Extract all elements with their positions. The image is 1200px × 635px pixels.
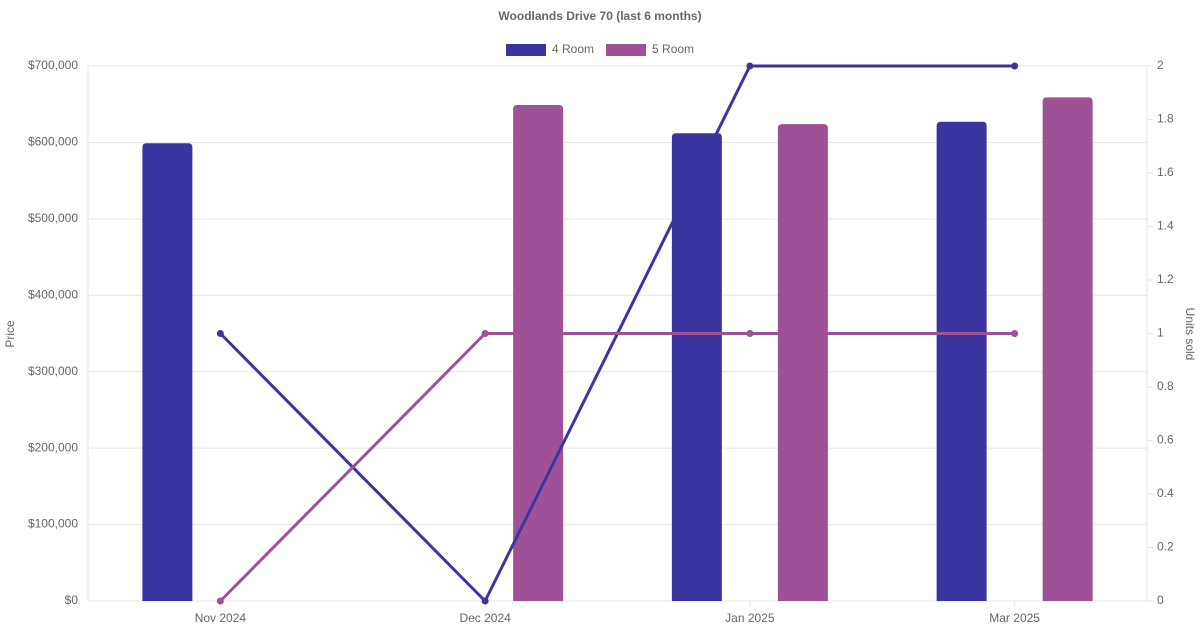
y2-tick-label: 1.4 — [1157, 219, 1174, 233]
units-point — [481, 597, 489, 605]
y2-tick-label: 1.6 — [1157, 165, 1174, 179]
legend-swatch — [506, 44, 546, 56]
x-tick-label: Mar 2025 — [989, 611, 1040, 625]
y2-tick-label: 1 — [1157, 326, 1164, 340]
y-axis-title: Price — [3, 320, 17, 348]
y-tick-label: $700,000 — [28, 58, 78, 72]
chart-title: Woodlands Drive 70 (last 6 months) — [498, 9, 701, 23]
y2-tick-label: 2 — [1157, 58, 1164, 72]
units-point — [216, 597, 224, 605]
y2-tick-label: 0.2 — [1157, 540, 1174, 554]
x-tick-label: Dec 2024 — [459, 611, 511, 625]
x-tick-label: Nov 2024 — [195, 611, 247, 625]
bar — [777, 124, 828, 601]
units-point — [481, 330, 489, 337]
y2-tick-label: 1.8 — [1157, 112, 1174, 126]
y-tick-label: $400,000 — [28, 287, 78, 301]
y-tick-label: $100,000 — [28, 517, 78, 531]
bar — [1042, 97, 1093, 601]
y-tick-label: $0 — [65, 593, 79, 607]
y2-tick-label: 1.2 — [1157, 272, 1174, 286]
bar — [142, 143, 193, 601]
legend-label: 5 Room — [652, 42, 694, 56]
y2-tick-label: 0 — [1157, 593, 1164, 607]
y2-axis-title: Units sold — [1183, 308, 1197, 361]
units-point — [216, 330, 224, 337]
y-tick-label: $600,000 — [28, 135, 78, 149]
units-line — [219, 332, 1015, 603]
units-point — [1011, 330, 1019, 337]
units-point — [746, 62, 754, 70]
y2-tick-label: 0.6 — [1157, 433, 1174, 447]
y-tick-label: $200,000 — [28, 440, 78, 454]
bar — [513, 104, 564, 601]
legend-label: 4 Room — [552, 42, 594, 56]
y-tick-label: $300,000 — [28, 364, 78, 378]
legend-swatch — [606, 44, 647, 56]
x-tick-label: Jan 2025 — [725, 611, 775, 625]
y2-tick-label: 0.8 — [1157, 379, 1174, 393]
units-point — [1011, 62, 1019, 70]
y-tick-label: $500,000 — [28, 211, 78, 225]
y2-tick-label: 0.4 — [1157, 486, 1174, 500]
bar — [936, 121, 987, 602]
units-point — [746, 330, 754, 337]
bar — [671, 133, 722, 601]
